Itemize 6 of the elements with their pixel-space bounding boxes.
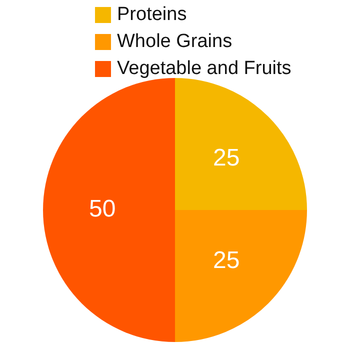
data-label: 50: [89, 196, 116, 223]
legend-label: Vegetable and Fruits: [117, 58, 292, 80]
legend-label: Whole Grains: [117, 31, 232, 53]
legend-label: Proteins: [117, 4, 187, 26]
data-label: 25: [212, 144, 240, 172]
data-label: 25: [212, 246, 240, 274]
